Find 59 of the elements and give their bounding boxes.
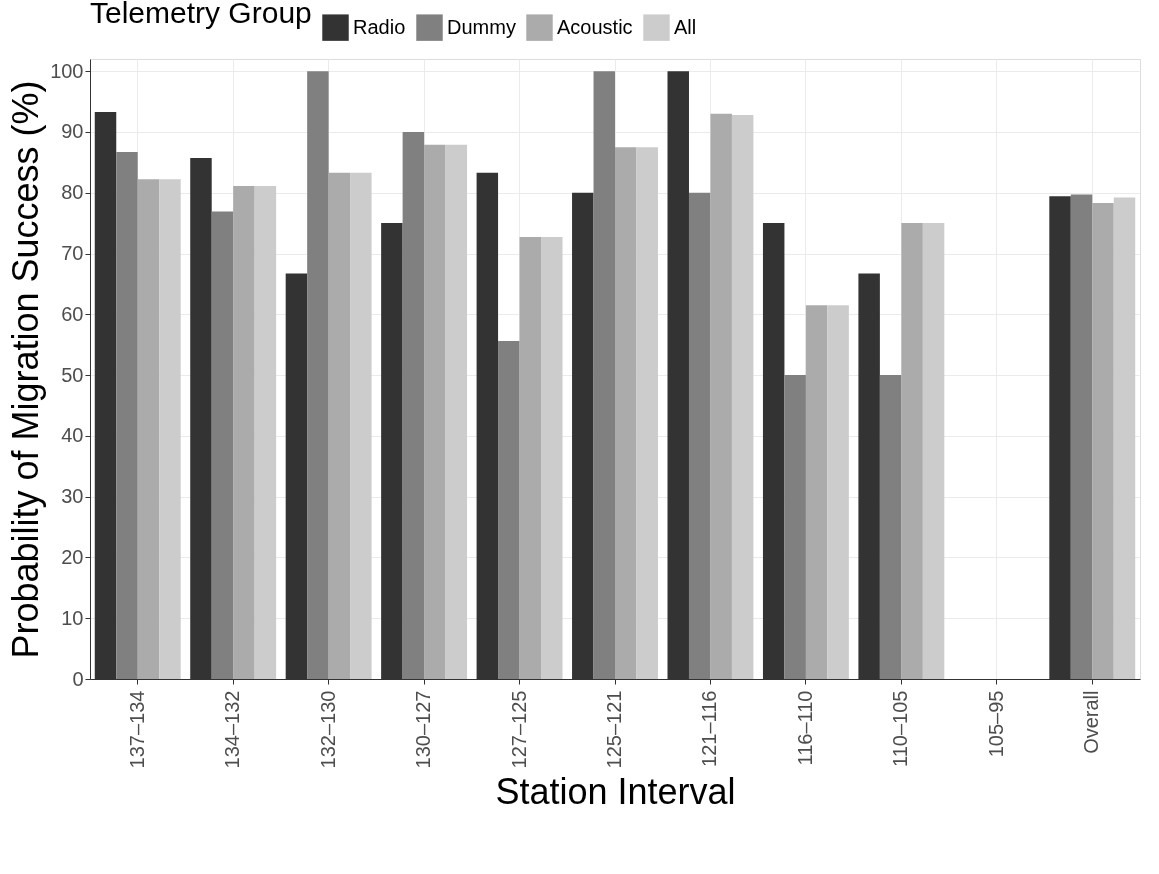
- y-tick-label: 10: [61, 606, 84, 629]
- bar: [901, 223, 923, 679]
- bar: [805, 305, 828, 679]
- x-tick-label: 121–116: [698, 690, 721, 767]
- bar: [593, 71, 615, 679]
- bar: [1113, 197, 1136, 679]
- y-tick-label: 60: [61, 302, 84, 325]
- bar: [731, 114, 754, 679]
- bar: [615, 147, 637, 679]
- y-tick-label: 50: [61, 363, 84, 386]
- y-tick-label: 70: [61, 242, 84, 265]
- y-tick-label: 30: [61, 485, 84, 508]
- x-tick-label: 105–95: [984, 690, 1007, 758]
- x-tick-label: 116–110: [793, 690, 816, 766]
- bar: [498, 341, 520, 679]
- bar: [424, 144, 446, 679]
- bar: [827, 305, 849, 679]
- y-tick-label: 100: [50, 59, 84, 82]
- bar: [254, 186, 277, 679]
- bar: [1070, 194, 1093, 679]
- y-tick-label: 80: [61, 181, 84, 204]
- bar: [233, 186, 255, 679]
- x-tick-label: 125–121: [603, 690, 625, 769]
- legend-label: Acoustic: [557, 15, 633, 38]
- bar: [137, 179, 160, 679]
- bar: [784, 375, 806, 679]
- bar: [211, 211, 234, 679]
- bar: [328, 172, 351, 679]
- bar: [350, 172, 372, 679]
- bar: [307, 71, 329, 679]
- bar: [1092, 203, 1114, 679]
- bar: [636, 147, 658, 679]
- y-tick-label: 90: [61, 120, 84, 143]
- legend-label: Radio: [353, 15, 406, 38]
- bar: [116, 152, 138, 679]
- bar: [402, 131, 425, 679]
- x-tick-label: 110–105: [889, 690, 912, 767]
- legend-title: Telemetry Group: [90, 0, 312, 29]
- x-tick-label: 127–125: [507, 690, 530, 769]
- x-tick-label: Overall: [1080, 690, 1103, 754]
- x-axis-title: Station Interval: [495, 771, 736, 813]
- x-tick-label: 134–132: [221, 690, 244, 769]
- y-tick-label: 20: [61, 545, 84, 568]
- bar: [688, 192, 711, 679]
- bar: [879, 375, 902, 679]
- bar: [159, 179, 181, 679]
- y-tick-label: 0: [72, 667, 84, 690]
- y-axis-title: Probability of Migration Success (%): [5, 80, 47, 659]
- y-tick-label: 40: [61, 424, 84, 447]
- bar: [519, 237, 542, 679]
- x-tick-label: 130–127: [412, 690, 435, 769]
- x-tick-label: 132–130: [316, 690, 339, 769]
- bar: [710, 113, 732, 679]
- legend-label: Dummy: [447, 15, 516, 38]
- legend-label: All: [674, 15, 697, 38]
- bar: [541, 237, 563, 679]
- bar: [922, 223, 945, 679]
- bar: [445, 144, 468, 679]
- x-tick-label: 137–134: [125, 690, 148, 769]
